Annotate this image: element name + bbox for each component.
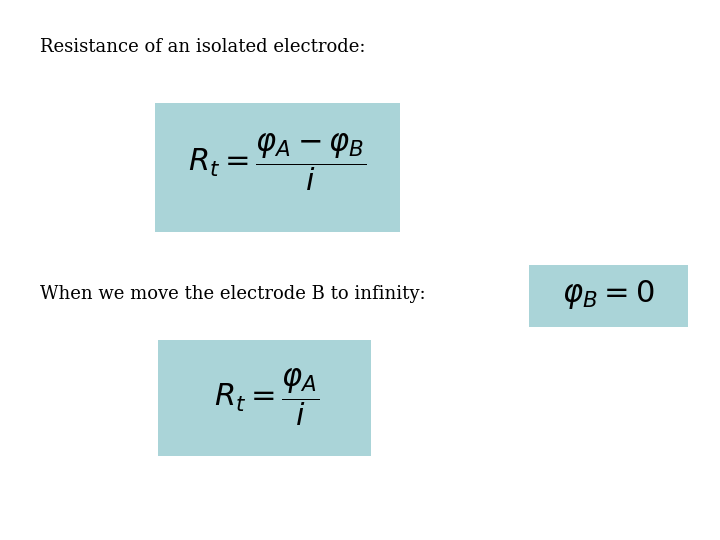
Text: Resistance of an isolated electrode:: Resistance of an isolated electrode: xyxy=(40,38,365,56)
Text: When we move the electrode B to infinity:: When we move the electrode B to infinity… xyxy=(40,285,426,303)
Text: $R_t = \dfrac{\varphi_A - \varphi_B}{i}$: $R_t = \dfrac{\varphi_A - \varphi_B}{i}$ xyxy=(188,131,366,193)
Text: $R_t = \dfrac{\varphi_A}{i}$: $R_t = \dfrac{\varphi_A}{i}$ xyxy=(214,366,319,428)
Bar xyxy=(155,103,400,232)
Bar xyxy=(158,340,371,456)
Bar xyxy=(529,265,688,327)
Text: $\varphi_B = 0$: $\varphi_B = 0$ xyxy=(562,278,654,311)
